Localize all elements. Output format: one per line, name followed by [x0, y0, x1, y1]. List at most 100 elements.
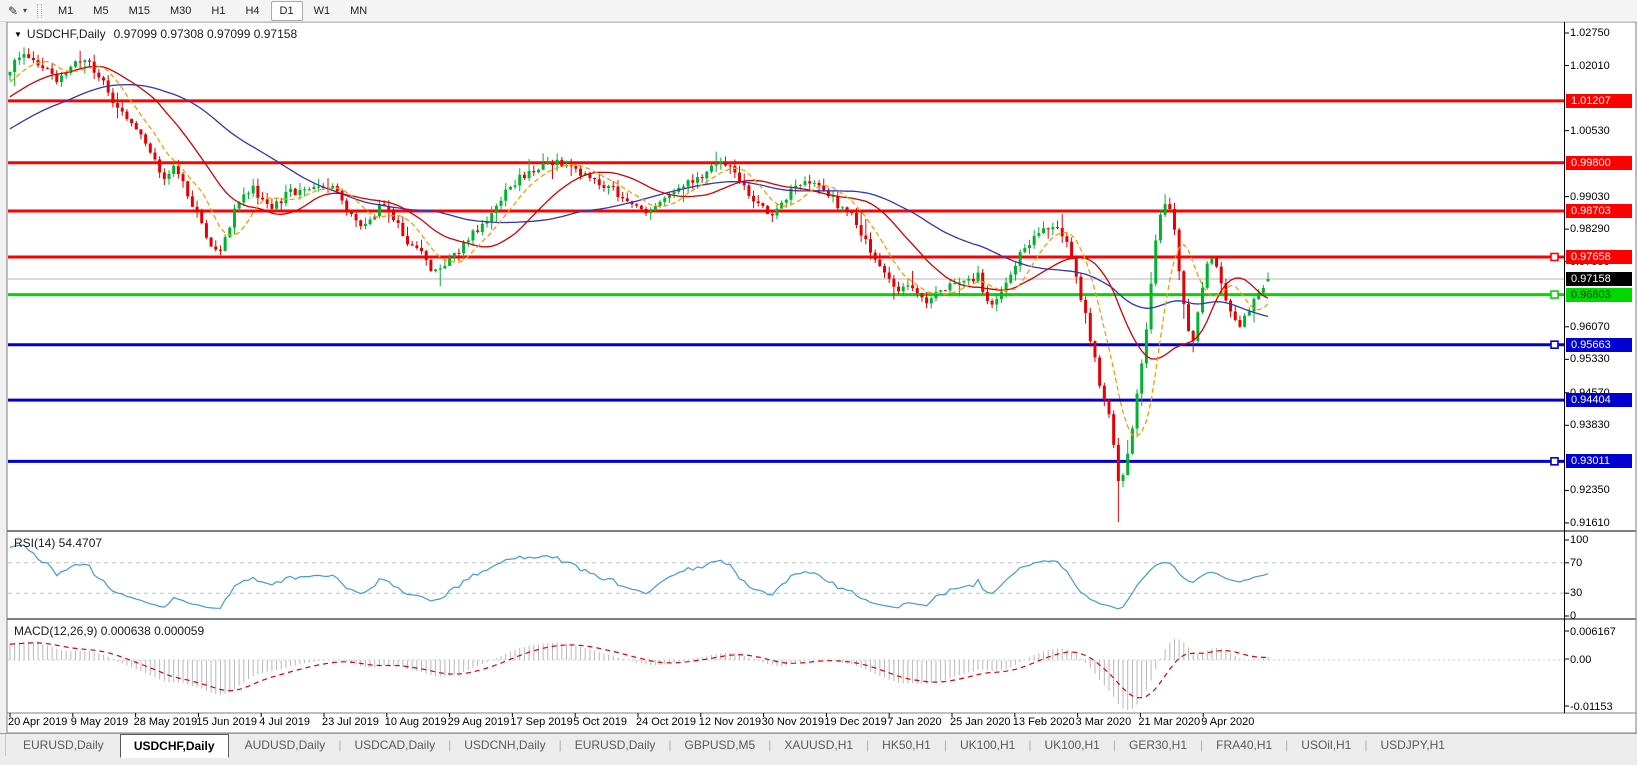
price-tick-1.00530: 1.00530	[1570, 124, 1610, 137]
macd-tick-0.00: 0.00	[1570, 654, 1592, 666]
price-tick-0.98290: 0.98290	[1570, 223, 1610, 236]
tab-EURUSD-Daily[interactable]: EURUSD,Daily	[574, 738, 656, 752]
date-label: 23 Jul 2019	[322, 716, 379, 728]
date-label: 9 May 2019	[70, 716, 129, 728]
current-price-badge: 0.97158	[1566, 271, 1632, 286]
ma-fast-line	[9, 60, 1269, 438]
tab-USDCHF-Daily[interactable]: USDCHF,Daily	[119, 734, 229, 758]
level-badge-0.99800: 0.99800	[1566, 155, 1632, 170]
tab-separator: |	[1200, 738, 1204, 752]
level-badge-0.98703: 0.98703	[1566, 203, 1632, 218]
ohlc-readout: 0.97099 0.97308 0.97099 0.97158	[113, 27, 298, 41]
date-label: 20 Apr 2019	[8, 716, 68, 728]
date-label: 17 Sep 2019	[510, 716, 573, 728]
date-label: 24 Oct 2019	[636, 716, 696, 728]
chart-title: ▼ USDCHF,Daily 0.97099 0.97308 0.97099 0.9…	[14, 27, 297, 41]
rsi-line	[9, 544, 1269, 610]
tab-AUDUSD-Daily[interactable]: AUDUSD,Daily	[244, 738, 326, 752]
date-label: 4 Jul 2019	[259, 716, 310, 728]
rsi-tick-70: 70	[1570, 556, 1583, 569]
timeframe-button-MN[interactable]: MN	[350, 4, 368, 17]
date-label: 25 Jan 2020	[950, 716, 1011, 728]
collapse-triangle-icon[interactable]: ▼	[14, 30, 22, 39]
tab-HK50-H1[interactable]: HK50,H1	[882, 738, 931, 752]
timeframe-button-M1[interactable]: M1	[58, 4, 74, 17]
price-tick-0.92350: 0.92350	[1570, 484, 1610, 497]
tab-separator: |	[448, 738, 452, 752]
symbol-tab-bar: EURUSD,Daily | USDCHF,Daily | AUDUSD,Daily | U…	[0, 733, 1637, 765]
date-label: 19 Dec 2019	[824, 716, 887, 728]
draw-tool-icon[interactable]: ✎	[7, 3, 19, 18]
timeframe-toolbar: ✎ ▾ M1 M5 M15 M30 H1 H4 D1 W1 MN	[0, 0, 1637, 22]
timeframe-button-M15[interactable]: M15	[128, 4, 150, 17]
level-badge-0.97658: 0.97658	[1566, 249, 1632, 264]
date-label: 28 May 2019	[133, 716, 198, 728]
timeframe-button-M5[interactable]: M5	[93, 4, 109, 17]
tab-USDJPY-H1[interactable]: USDJPY,H1	[1380, 738, 1445, 752]
tab-EURUSD-Daily[interactable]: EURUSD,Daily	[23, 738, 104, 752]
tab-separator: |	[1285, 738, 1289, 752]
tab-separator: |	[866, 738, 870, 752]
date-label: 7 Jan 2020	[887, 716, 942, 728]
macd-tick-0.006167: 0.006167	[1570, 626, 1616, 638]
timeframe-button-H4[interactable]: H4	[245, 4, 260, 17]
price-tick-0.99030: 0.99030	[1570, 190, 1610, 203]
rsi-tick-0: 0	[1570, 610, 1577, 622]
tab-USDCNH-Daily[interactable]: USDCNH,Daily	[464, 738, 546, 752]
macd-signal-line	[9, 642, 1269, 699]
date-label: 21 Mar 2020	[1138, 716, 1201, 728]
level-handle-0.97658[interactable]	[1550, 252, 1559, 262]
level-badge-0.95663: 0.95663	[1566, 337, 1632, 352]
chart-window	[6, 21, 1637, 734]
level-handle-0.93011[interactable]	[1550, 457, 1559, 466]
price-tick-0.95330: 0.95330	[1570, 353, 1610, 366]
date-label: 15 Jun 2019	[196, 716, 257, 728]
price-tick-0.96070: 0.96070	[1570, 320, 1610, 333]
ma-slow-line	[9, 83, 1269, 318]
rsi-label: RSI(14) 54.4707	[14, 536, 103, 550]
macd-label: MACD(12,26,9) 0.000638 0.000059	[14, 624, 205, 638]
tab-GER30-H1[interactable]: GER30,H1	[1128, 738, 1188, 752]
level-badge-0.93011: 0.93011	[1566, 454, 1632, 469]
toolbar-grip[interactable]	[37, 3, 43, 18]
price-tick-1.02750: 1.02750	[1570, 27, 1610, 39]
tab-XAUUSD-H1[interactable]: XAUUSD,H1	[784, 738, 854, 752]
tab-USOil-H1[interactable]: USOil,H1	[1301, 738, 1352, 752]
timeframe-button-M30[interactable]: M30	[169, 4, 192, 17]
chevron-down-icon[interactable]: ▾	[23, 6, 28, 15]
tab-UK100-H1[interactable]: UK100,H1	[959, 738, 1016, 752]
tab-separator: |	[1028, 738, 1032, 752]
tab-separator: |	[558, 738, 562, 752]
symbol-name: USDCHF,Daily	[26, 27, 106, 41]
level-handle-0.96803[interactable]	[1550, 290, 1559, 299]
date-label: 29 Aug 2019	[447, 716, 510, 728]
level-badge-1.01207: 1.01207	[1566, 93, 1632, 108]
tab-UK100-H1[interactable]: UK100,H1	[1044, 738, 1100, 752]
level-badge-0.96803: 0.96803	[1566, 287, 1632, 302]
timeframe-button-W1[interactable]: W1	[313, 4, 331, 17]
timeframe-button-H1[interactable]: H1	[211, 4, 226, 17]
date-label: 5 Oct 2019	[573, 716, 628, 728]
price-tick-0.91610: 0.91610	[1570, 516, 1610, 529]
ma-mid-line	[9, 65, 1269, 360]
tab-separator: |	[1364, 738, 1368, 752]
date-label: 13 Feb 2020	[1012, 716, 1075, 728]
level-handle-0.95663[interactable]	[1550, 340, 1559, 350]
price-tick-1.02010: 1.02010	[1570, 59, 1610, 72]
tabbar-grip	[0, 734, 6, 756]
tab-USDCAD-Daily[interactable]: USDCAD,Daily	[354, 738, 436, 752]
tab-GBPUSD-M5[interactable]: GBPUSD,M5	[684, 738, 756, 752]
timeframe-button-D1[interactable]: D1	[270, 0, 303, 21]
macd-tick--0.01153: -0.01153	[1570, 701, 1613, 713]
date-label: 9 Apr 2020	[1201, 716, 1255, 728]
tab-FRA40-H1[interactable]: FRA40,H1	[1216, 738, 1273, 752]
date-label: 3 Mar 2020	[1075, 716, 1132, 728]
level-badge-0.94404: 0.94404	[1566, 393, 1632, 408]
tab-separator: |	[1112, 738, 1116, 752]
rsi-tick-30: 30	[1570, 587, 1583, 600]
date-label: 10 Aug 2019	[384, 716, 447, 728]
date-label: 30 Nov 2019	[761, 716, 824, 728]
rsi-tick-100: 100	[1570, 534, 1589, 546]
